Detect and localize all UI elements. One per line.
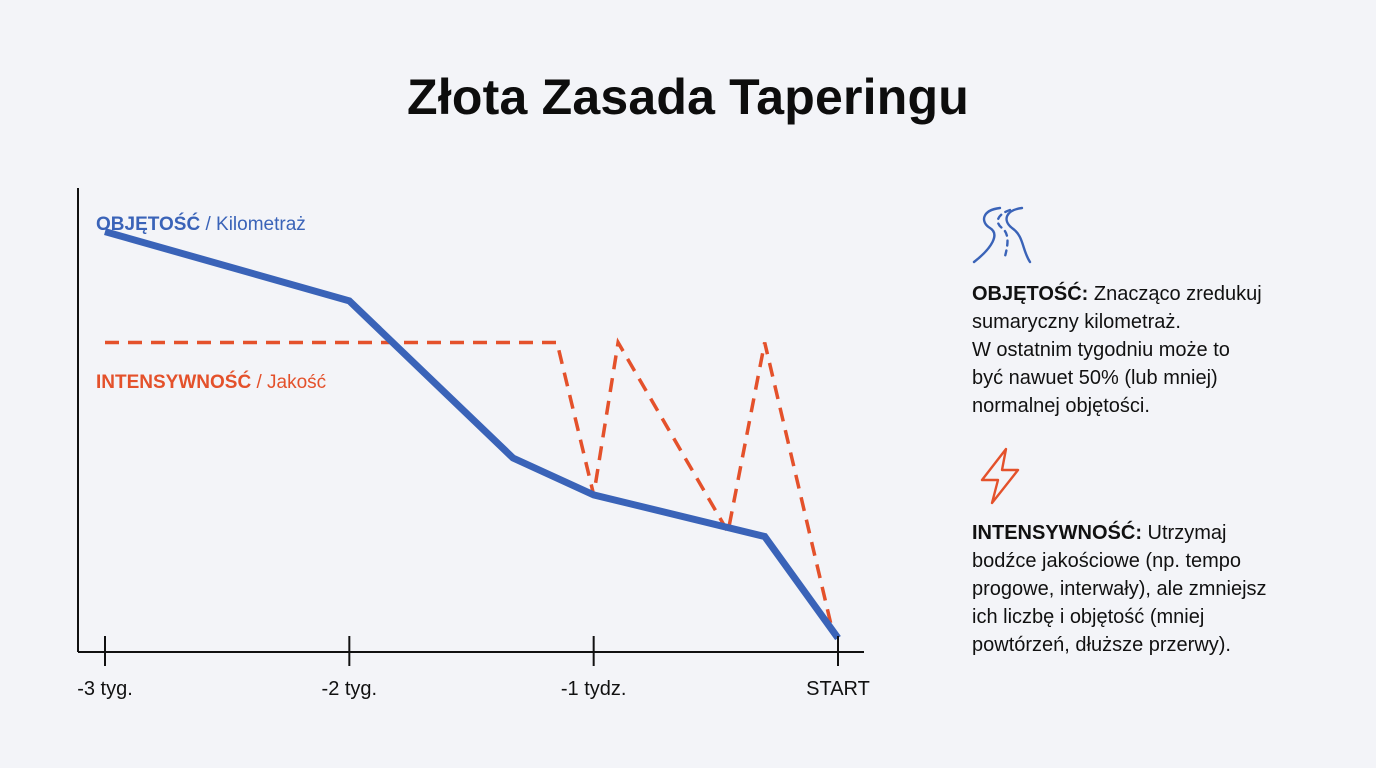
volume-note-line: Znacząco zredukuj (1088, 283, 1262, 305)
volume-note-line: sumaryczny kilometraż. (972, 311, 1181, 333)
intensity-note-line: bodźce jakościowe (np. tempo (972, 550, 1242, 572)
x-tick-label: -1 tydz. (561, 678, 627, 700)
volume-note-line: normalnej objętości. (972, 395, 1150, 417)
x-tick-label: START (806, 678, 870, 700)
volume-note-heading: OBJĘTOŚĆ: (972, 283, 1089, 305)
intensity-note-line: ich liczbę i objętość (mniej (972, 606, 1205, 628)
series-layer (104, 228, 841, 641)
x-tick-label: -3 tyg. (77, 678, 133, 700)
intensity-note-line: powtórzeń, dłuższe przerwy). (972, 634, 1231, 656)
chart-title: Złota Zasada Taperingu (407, 69, 969, 125)
series-label-rest: / Jakość (251, 372, 326, 393)
taper-chart: OBJĘTOŚĆ / Kilometraż INTENSYWNOŚĆ / Jako… (77, 188, 870, 700)
x-axis-ticks: -3 tyg. -2 tyg. -1 tydz. START (77, 636, 870, 700)
volume-note-line: W ostatnim tygodniu może to (972, 339, 1230, 361)
intensity-note: INTENSYWNOŚĆ: Utrzymaj bodźce jakościowe… (972, 519, 1332, 659)
series-label-rest: / Kilometraż (200, 214, 306, 235)
volume-note: OBJĘTOŚĆ: Znacząco zredukuj sumaryczny k… (972, 280, 1332, 420)
chart-axes (77, 188, 864, 653)
series-label-bold: OBJĘTOŚĆ (96, 213, 200, 235)
x-tick-label: -2 tyg. (322, 678, 378, 700)
intensity-series-label: INTENSYWNOŚĆ / Jakość (96, 371, 326, 393)
volume-series-label: OBJĘTOŚĆ / Kilometraż (96, 213, 306, 235)
series-labels: OBJĘTOŚĆ / Kilometraż INTENSYWNOŚĆ / Jako… (96, 213, 326, 393)
intensity-note-line: progowe, interwały), ale zmniejsz (972, 578, 1267, 600)
intensity-note-line: Utrzymaj (1142, 522, 1227, 544)
intensity-note-heading: INTENSYWNOŚĆ: (972, 522, 1142, 544)
volume-note-line: być nawuet 50% (lub mniej) (972, 367, 1218, 389)
series-label-bold: INTENSYWNOŚĆ (96, 371, 251, 393)
intensity-series-line (105, 337, 835, 634)
volume-series-line (104, 228, 841, 641)
lightning-icon (980, 447, 1020, 505)
road-icon (972, 206, 1032, 264)
